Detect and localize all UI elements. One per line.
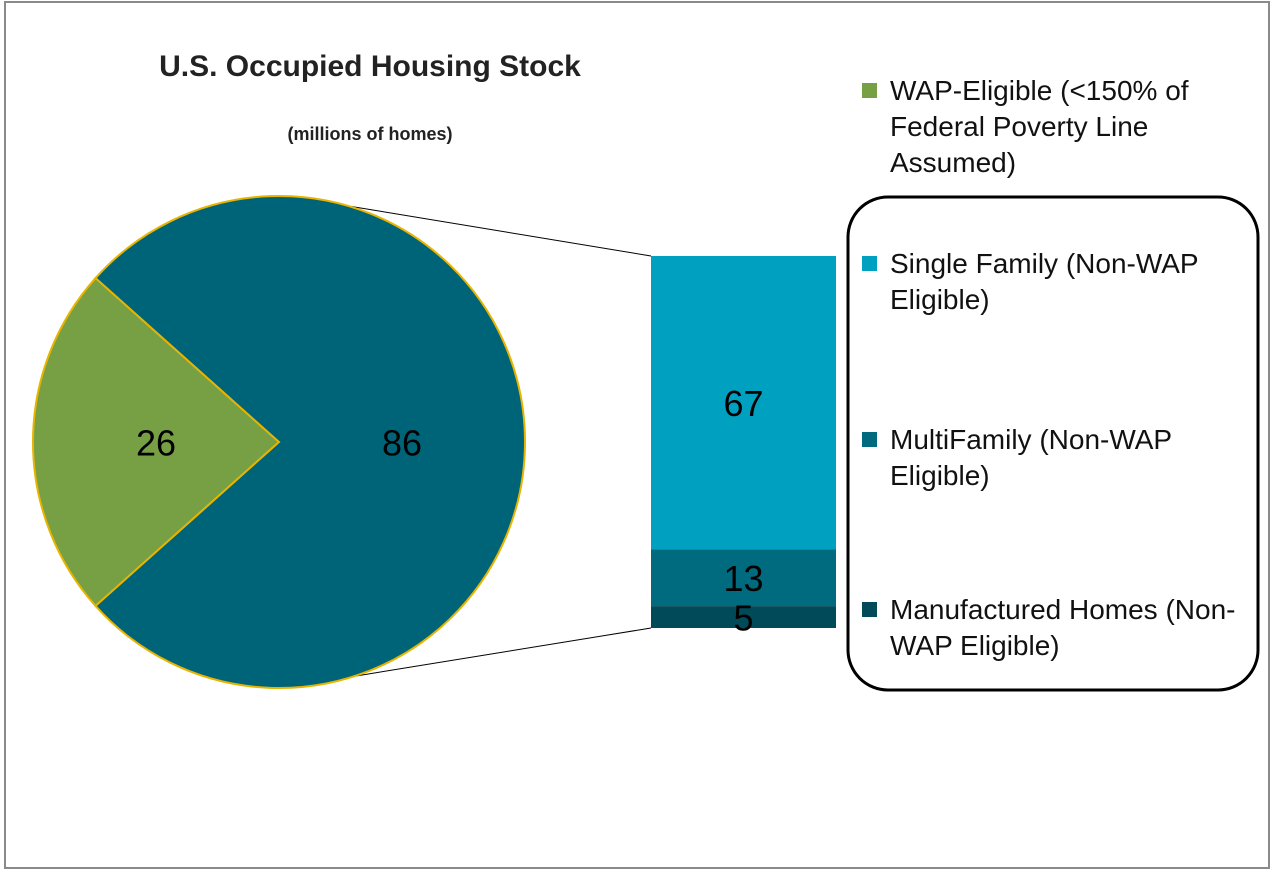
legend-swatch <box>862 602 877 617</box>
bar-label: 67 <box>723 383 763 424</box>
bar-segment <box>651 256 836 550</box>
legend-label: MultiFamily (Non-WAP Eligible) <box>890 424 1172 491</box>
bar-label: 5 <box>733 598 753 639</box>
pie-slice <box>32 276 281 608</box>
legend-swatch <box>862 432 877 447</box>
legend-swatch <box>862 83 877 98</box>
connector-line <box>348 205 652 257</box>
bar-segment <box>651 606 836 628</box>
legend-entry: Manufactured Homes (Non-WAP Eligible) <box>862 592 1242 664</box>
legend-entry: Single Family (Non-WAP Eligible) <box>862 246 1242 318</box>
legend-box <box>846 195 1260 692</box>
legend-label: Manufactured Homes (Non-WAP Eligible) <box>890 594 1236 661</box>
legend-entry: MultiFamily (Non-WAP Eligible) <box>862 422 1242 494</box>
bar-segment <box>651 549 836 607</box>
legend-swatch <box>862 256 877 271</box>
bar-label: 13 <box>723 558 763 599</box>
slice-label: 86 <box>382 423 422 464</box>
slice-label: 26 <box>136 423 176 464</box>
legend-label: WAP-Eligible (<150% of Federal Poverty L… <box>890 75 1189 178</box>
pie-slice <box>94 195 526 689</box>
legend-label: Single Family (Non-WAP Eligible) <box>890 248 1199 315</box>
legend-entry: WAP-Eligible (<150% of Federal Poverty L… <box>862 73 1242 181</box>
chart-title: U.S. Occupied Housing Stock <box>159 50 581 83</box>
connector-line <box>353 627 652 677</box>
chart-subtitle: (millions of homes) <box>287 124 452 144</box>
